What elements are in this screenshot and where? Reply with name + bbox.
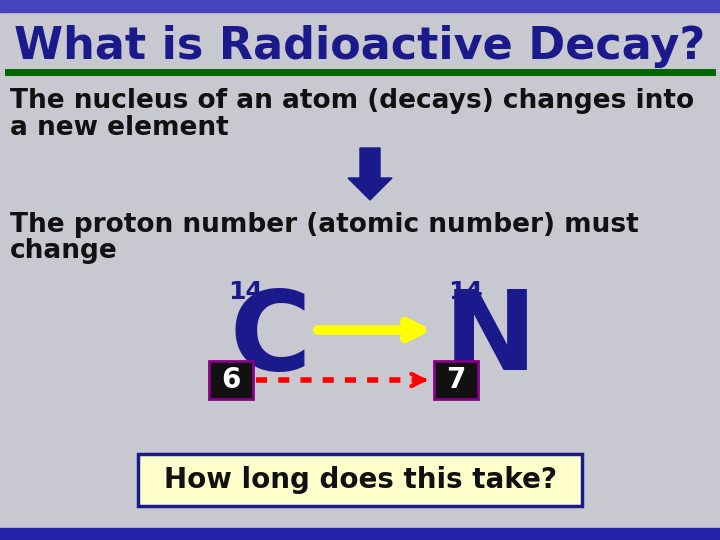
Text: The proton number (atomic number) must: The proton number (atomic number) must [10, 212, 639, 238]
FancyBboxPatch shape [434, 361, 478, 399]
Text: What is Radioactive Decay?: What is Radioactive Decay? [14, 24, 706, 68]
Text: 7: 7 [446, 366, 466, 394]
Bar [0, 0, 720, 12]
Text: N: N [444, 287, 536, 394]
Text: 14: 14 [228, 280, 263, 304]
Bar [0, 528, 720, 540]
Text: The nucleus of an atom (decays) changes into: The nucleus of an atom (decays) changes … [10, 88, 694, 114]
Text: How long does this take?: How long does this take? [163, 466, 557, 494]
Polygon shape [348, 148, 392, 200]
Text: change: change [10, 238, 118, 264]
Text: 6: 6 [221, 366, 240, 394]
FancyBboxPatch shape [209, 361, 253, 399]
FancyBboxPatch shape [138, 454, 582, 506]
Text: 14: 14 [448, 280, 483, 304]
Text: C: C [229, 287, 311, 394]
Text: a new element: a new element [10, 115, 229, 141]
